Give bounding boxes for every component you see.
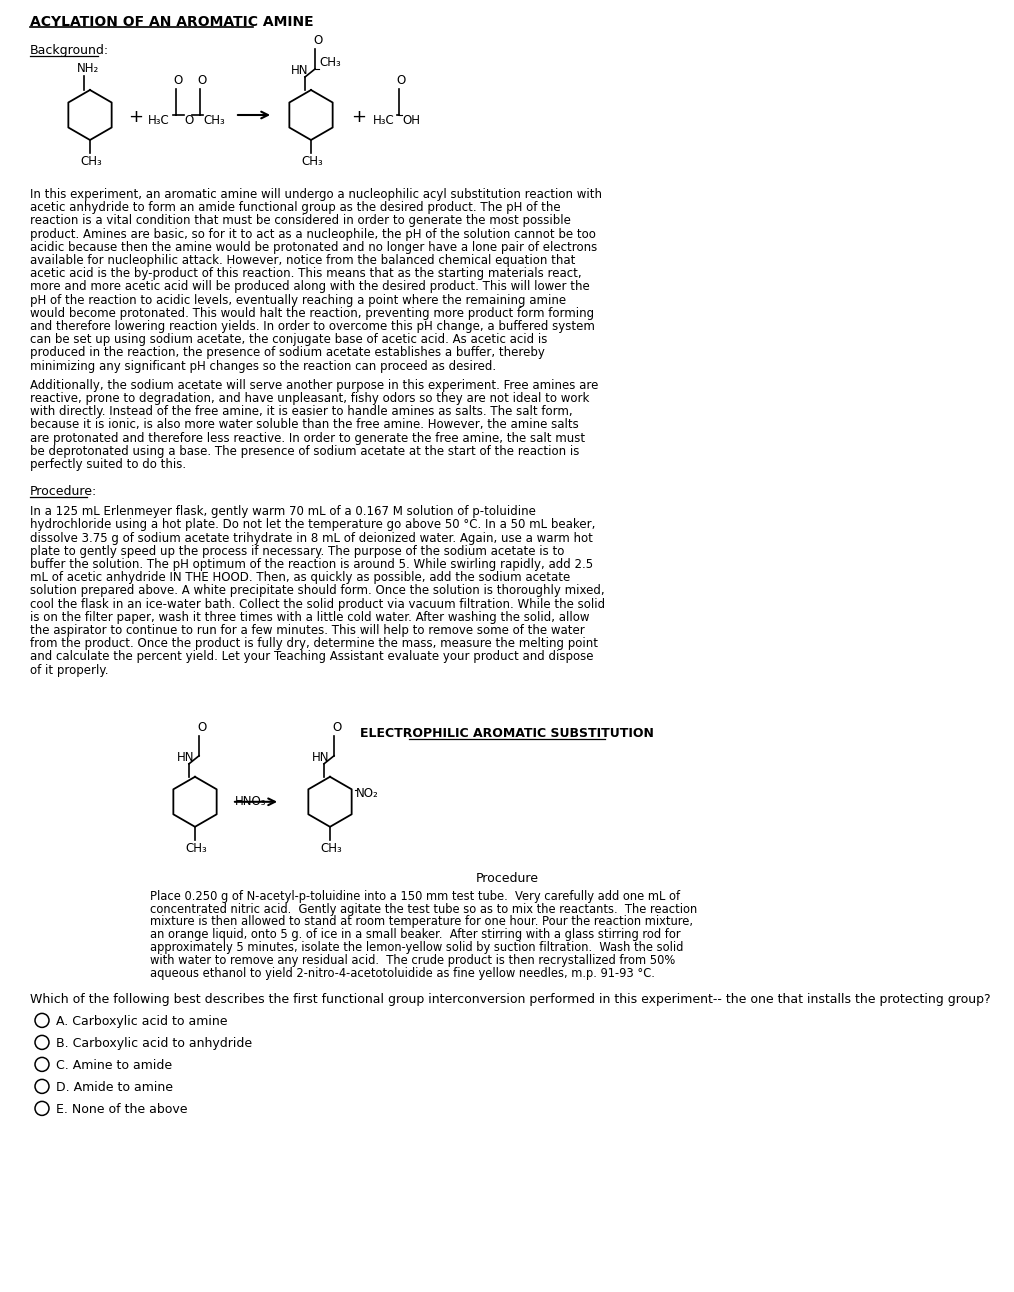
Text: O: O [173, 74, 183, 87]
Text: concentrated nitric acid.  Gently agitate the test tube so as to mix the reactan: concentrated nitric acid. Gently agitate… [150, 903, 698, 916]
Text: OH: OH [402, 114, 420, 127]
Text: of it properly.: of it properly. [30, 664, 108, 677]
Text: approximately 5 minutes, isolate the lemon-yellow solid by suction filtration.  : approximately 5 minutes, isolate the lem… [150, 941, 683, 953]
Text: from the product. Once the product is fully dry, determine the mass, measure the: from the product. Once the product is fu… [30, 637, 598, 650]
Text: O: O [184, 114, 194, 127]
Text: hydrochloride using a hot plate. Do not let the temperature go above 50 °C. In a: hydrochloride using a hot plate. Do not … [30, 518, 595, 531]
Text: +: + [351, 109, 366, 127]
Text: pH of the reaction to acidic levels, eventually reaching a point where the remai: pH of the reaction to acidic levels, eve… [30, 293, 566, 306]
Text: CH₃: CH₃ [319, 56, 341, 68]
Text: cool the flask in an ice-water bath. Collect the solid product via vacuum filtra: cool the flask in an ice-water bath. Col… [30, 598, 605, 611]
Text: acetic anhydride to form an amide functional group as the desired product. The p: acetic anhydride to form an amide functi… [30, 202, 561, 214]
Text: In a 125 mL Erlenmeyer flask, gently warm 70 mL of a 0.167 M solution of p-tolui: In a 125 mL Erlenmeyer flask, gently war… [30, 505, 535, 518]
Text: O: O [332, 721, 342, 734]
Text: CH₃: CH₃ [185, 842, 207, 855]
Text: reactive, prone to degradation, and have unpleasant, fishy odors so they are not: reactive, prone to degradation, and have… [30, 391, 589, 404]
Text: available for nucleophilic attack. However, notice from the balanced chemical eq: available for nucleophilic attack. Howev… [30, 255, 575, 267]
Text: with directly. Instead of the free amine, it is easier to handle amines as salts: with directly. Instead of the free amine… [30, 406, 573, 419]
Text: D. Amide to amine: D. Amide to amine [56, 1081, 173, 1094]
Text: HN: HN [177, 751, 195, 764]
Text: O: O [396, 74, 406, 87]
Text: solution prepared above. A white precipitate should form. Once the solution is t: solution prepared above. A white precipi… [30, 584, 604, 597]
Text: minimizing any significant pH changes so the reaction can proceed as desired.: minimizing any significant pH changes so… [30, 359, 496, 372]
Text: acetic acid is the by-product of this reaction. This means that as the starting : acetic acid is the by-product of this re… [30, 267, 582, 280]
Text: B. Carboxylic acid to anhydride: B. Carboxylic acid to anhydride [56, 1037, 252, 1050]
Text: mixture is then allowed to stand at room temperature for one hour. Pour the reac: mixture is then allowed to stand at room… [150, 916, 693, 929]
Text: C. Amine to amide: C. Amine to amide [56, 1059, 172, 1072]
Text: CH₃: CH₃ [301, 155, 322, 168]
Text: Place 0.250 g of N-acetyl-p-toluidine into a 150 mm test tube.  Very carefully a: Place 0.250 g of N-acetyl-p-toluidine in… [150, 890, 680, 903]
Text: perfectly suited to do this.: perfectly suited to do this. [30, 457, 187, 472]
Text: O: O [197, 721, 206, 734]
Text: H₃C: H₃C [148, 114, 169, 127]
Text: dissolve 3.75 g of sodium acetate trihydrate in 8 mL of deionized water. Again, : dissolve 3.75 g of sodium acetate trihyd… [30, 531, 593, 545]
Text: mL of acetic anhydride IN THE HOOD. Then, as quickly as possible, add the sodium: mL of acetic anhydride IN THE HOOD. Then… [30, 571, 570, 584]
Text: E. None of the above: E. None of the above [56, 1103, 188, 1116]
Text: and therefore lowering reaction yields. In order to overcome this pH change, a b: and therefore lowering reaction yields. … [30, 320, 595, 333]
Text: can be set up using sodium acetate, the conjugate base of acetic acid. As acetic: can be set up using sodium acetate, the … [30, 333, 548, 346]
Text: is on the filter paper, wash it three times with a little cold water. After wash: is on the filter paper, wash it three ti… [30, 611, 589, 624]
Text: H₃C: H₃C [373, 114, 394, 127]
Text: O: O [313, 34, 322, 47]
Text: In this experiment, an aromatic amine will undergo a nucleophilic acyl substitut: In this experiment, an aromatic amine wi… [30, 189, 602, 202]
Text: more and more acetic acid will be produced along with the desired product. This : more and more acetic acid will be produc… [30, 280, 590, 293]
Text: Additionally, the sodium acetate will serve another purpose in this experiment. : Additionally, the sodium acetate will se… [30, 379, 598, 391]
Text: because it is ionic, is also more water soluble than the free amine. However, th: because it is ionic, is also more water … [30, 419, 579, 432]
Text: Background:: Background: [30, 44, 110, 57]
Text: Procedure: Procedure [476, 872, 538, 885]
Text: Which of the following best describes the first functional group interconversion: Which of the following best describes th… [30, 994, 991, 1006]
Text: Procedure:: Procedure: [30, 486, 97, 499]
Text: product. Amines are basic, so for it to act as a nucleophile, the pH of the solu: product. Amines are basic, so for it to … [30, 227, 596, 240]
Text: ELECTROPHILIC AROMATIC SUBSTITUTION: ELECTROPHILIC AROMATIC SUBSTITUTION [360, 727, 654, 740]
Text: be deprotonated using a base. The presence of sodium acetate at the start of the: be deprotonated using a base. The presen… [30, 444, 579, 457]
Text: ACYLATION OF AN AROMATIC AMINE: ACYLATION OF AN AROMATIC AMINE [30, 16, 313, 28]
Text: an orange liquid, onto 5 g. of ice in a small beaker.  After stirring with a gla: an orange liquid, onto 5 g. of ice in a … [150, 928, 680, 941]
Text: CH₃: CH₃ [320, 842, 342, 855]
Text: CH₃: CH₃ [203, 114, 225, 127]
Text: HNO₃: HNO₃ [235, 796, 267, 809]
Text: HN: HN [312, 751, 330, 764]
Text: A. Carboxylic acid to amine: A. Carboxylic acid to amine [56, 1016, 227, 1028]
Text: are protonated and therefore less reactive. In order to generate the free amine,: are protonated and therefore less reacti… [30, 432, 585, 444]
Text: reaction is a vital condition that must be considered in order to generate the m: reaction is a vital condition that must … [30, 214, 571, 227]
Text: NH₂: NH₂ [77, 62, 99, 75]
Text: +: + [128, 109, 143, 127]
Text: NO₂: NO₂ [356, 787, 379, 800]
Text: buffer the solution. The pH optimum of the reaction is around 5. While swirling : buffer the solution. The pH optimum of t… [30, 558, 593, 571]
Text: O: O [197, 74, 206, 87]
Text: aqueous ethanol to yield 2-nitro-4-acetotoluidide as fine yellow needles, m.p. 9: aqueous ethanol to yield 2-nitro-4-aceto… [150, 966, 655, 979]
Text: the aspirator to continue to run for a few minutes. This will help to remove som: the aspirator to continue to run for a f… [30, 624, 585, 637]
Text: and calculate the percent yield. Let your Teaching Assistant evaluate your produ: and calculate the percent yield. Let you… [30, 650, 593, 663]
Text: acidic because then the amine would be protonated and no longer have a lone pair: acidic because then the amine would be p… [30, 240, 597, 253]
Text: would become protonated. This would halt the reaction, preventing more product f: would become protonated. This would halt… [30, 306, 594, 320]
Text: CH₃: CH₃ [80, 155, 101, 168]
Text: HN: HN [291, 65, 308, 78]
Text: with water to remove any residual acid.  The crude product is then recrystallize: with water to remove any residual acid. … [150, 953, 675, 966]
Text: plate to gently speed up the process if necessary. The purpose of the sodium ace: plate to gently speed up the process if … [30, 545, 565, 558]
Text: produced in the reaction, the presence of sodium acetate establishes a buffer, t: produced in the reaction, the presence o… [30, 346, 545, 359]
